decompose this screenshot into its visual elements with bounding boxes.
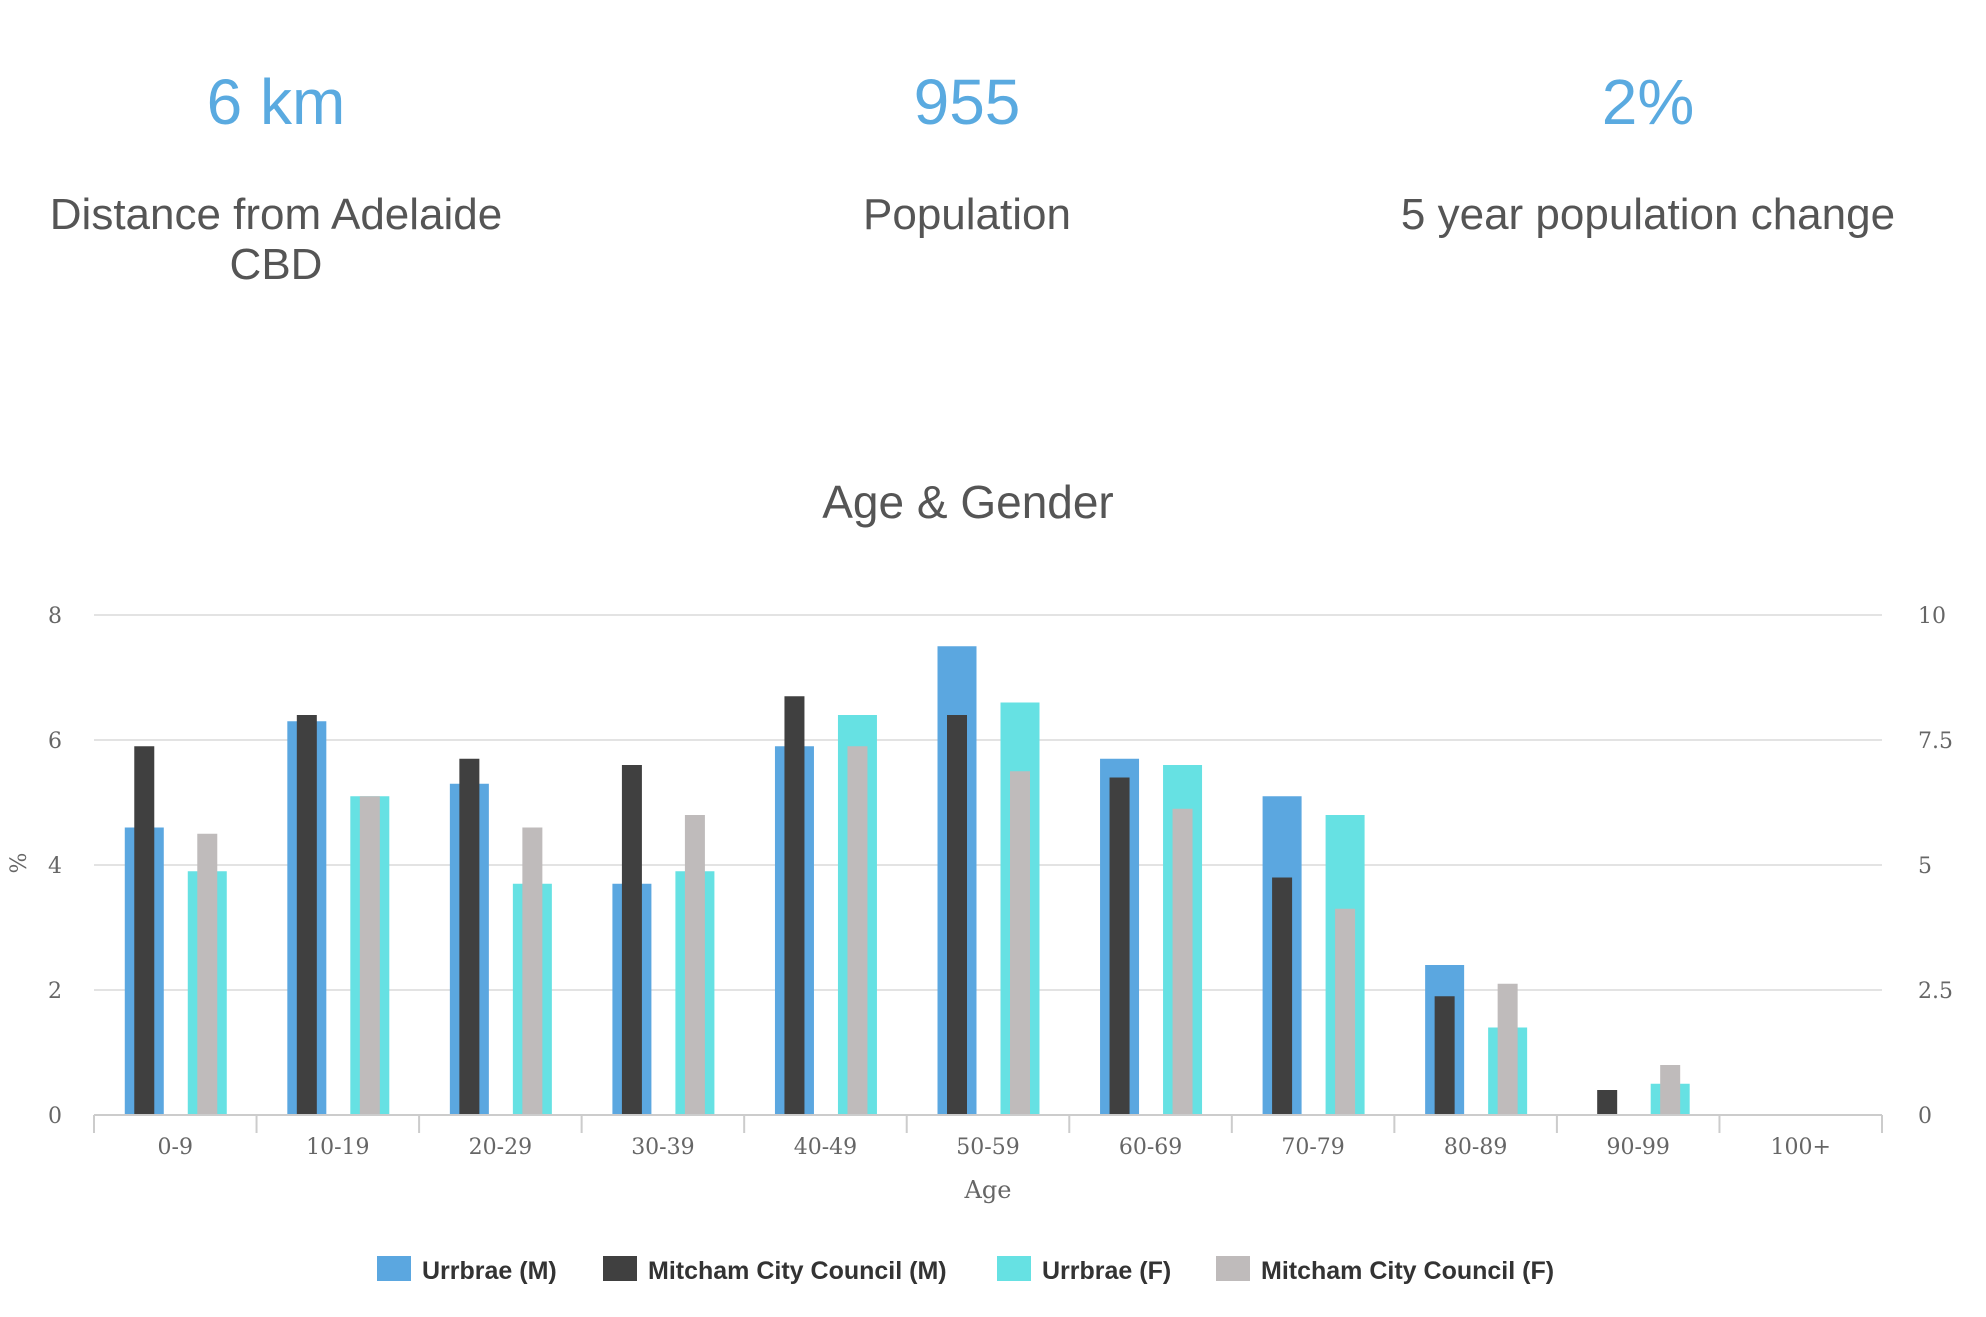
y-axis-label: % [7,853,32,874]
stat-change-label: 5 year population change [1400,190,1896,239]
bar-mitcham-city-council-m [1272,877,1293,1115]
bar-mitcham-city-council-m [1109,777,1130,1115]
bar-mitcham-city-council-f [1335,908,1356,1115]
legend-label: Urrbrae (M) [422,1257,557,1285]
stat-change-value: 2% [1601,66,1695,138]
stat-population-label: Population [863,190,1071,239]
stats-panel: 6 km Distance from Adelaide CBD 955 Popu… [0,0,1986,340]
bar-mitcham-city-council-f [197,833,218,1115]
x-tick-label: 70-79 [1281,1135,1344,1160]
bar-mitcham-city-council-m [296,715,317,1115]
legend: Urrbrae (M) Mitcham City Council (M) Urrbr… [377,1256,1554,1285]
legend-swatch [997,1256,1031,1281]
stat-population-value: 955 [913,66,1021,138]
y2-tick-label: 10 [1918,604,1946,629]
stat-distance-value: 6 km [206,66,346,138]
bar-mitcham-city-council-f [1497,983,1518,1115]
stat-change: 2% 5 year population change [1338,62,1958,240]
y2-tick-label: 7.5 [1918,729,1953,754]
legend-label: Mitcham City Council (M) [648,1257,947,1285]
bar-mitcham-city-council-m [784,696,805,1115]
legend-swatch [377,1256,411,1281]
legend-swatch [603,1256,637,1281]
x-tick-label: 30-39 [631,1135,694,1160]
bar-mitcham-city-council-m [1434,996,1455,1115]
y2-tick-label: 0 [1918,1104,1932,1129]
bar-mitcham-city-council-m [459,758,480,1115]
gridlines [94,614,1882,991]
legend-label: Mitcham City Council (F) [1261,1257,1554,1285]
x-tick-label: 100+ [1771,1135,1831,1160]
x-tick-label: 80-89 [1444,1135,1507,1160]
x-tick-label: 90-99 [1606,1135,1669,1160]
bars [124,646,1690,1115]
bar-mitcham-city-council-m [947,715,967,1115]
bar-mitcham-city-council-f [359,796,380,1115]
y2-tick-label: 5 [1918,854,1932,879]
x-tick-label: 40-49 [794,1135,857,1160]
bar-mitcham-city-council-m [134,746,155,1115]
stat-distance: 6 km Distance from Adelaide CBD [0,62,586,290]
bar-mitcham-city-council-m [1597,1090,1618,1115]
x-axis-label: Age [964,1176,1012,1204]
legend-swatch [1216,1256,1250,1281]
y2-tick-label: 2.5 [1918,979,1953,1004]
bar-mitcham-city-council-f [684,815,705,1115]
bar-mitcham-city-council-f [1172,808,1193,1115]
x-tick-label: 20-29 [469,1135,532,1160]
bar-mitcham-city-council-f [847,746,868,1115]
bar-mitcham-city-council-f [1660,1065,1681,1115]
legend-label: Urrbrae (F) [1042,1257,1171,1285]
x-tick-label: 50-59 [956,1135,1019,1160]
stat-distance-label: Distance from Adelaide CBD [49,190,503,289]
x-tick-label: 0-9 [158,1135,193,1160]
y-tick-label: 6 [48,729,62,754]
y-tick-label: 8 [48,604,62,629]
bar-mitcham-city-council-m [621,765,642,1115]
y-tick-label: 4 [48,854,62,879]
x-tick-label: 60-69 [1119,1135,1182,1160]
axes: 0 2 4 6 8 0 2.5 5 7.5 10 0-9 10-19 20-29 30-39 40-49 50… [48,604,1953,1160]
y-tick-label: 2 [48,979,62,1004]
chart-title: Age & Gender [822,476,1114,528]
y-tick-label: 0 [48,1104,62,1129]
bar-mitcham-city-council-f [522,827,543,1115]
stat-population: 955 Population [657,62,1277,240]
x-tick-label: 10-19 [306,1135,369,1160]
bar-mitcham-city-council-f [1010,771,1030,1115]
